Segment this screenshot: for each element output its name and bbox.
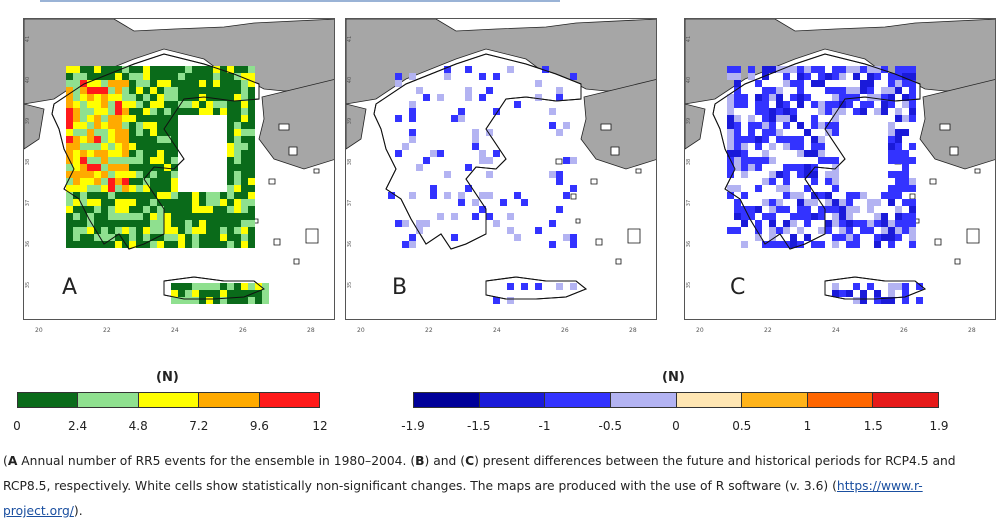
y-tick-label: 35: [686, 281, 693, 289]
legend-left-title: (N): [156, 370, 179, 385]
x-tick-label: 26: [239, 327, 247, 334]
colorbar-tick-label: -0.5: [598, 419, 622, 433]
y-tick-label: 36: [25, 240, 32, 248]
colorbar-swatch: [138, 393, 200, 407]
x-tick-label: 28: [968, 327, 976, 334]
colorbar-swatch: [742, 393, 808, 407]
colorbar-tick-label: 0.5: [732, 419, 752, 433]
cells-a: [51, 53, 320, 304]
x-tick-label: 28: [307, 327, 315, 334]
colorbar-swatch: [259, 393, 320, 407]
legend-left-colorbar: [17, 392, 320, 408]
caption-text-a: Annual number of RR5 events for the ense…: [17, 454, 416, 468]
map-panel-a: A: [23, 18, 335, 320]
x-tick-label: 26: [561, 327, 569, 334]
y-tick-label: 35: [25, 281, 32, 289]
y-tick-label: 39: [25, 117, 32, 125]
y-tick-label: 35: [347, 281, 354, 289]
map-c-graphic: [685, 19, 995, 304]
x-tick-label: 20: [357, 327, 365, 334]
colorbar-tick-label: -1: [538, 419, 551, 433]
colorbar-tick-label: -1.5: [467, 419, 491, 433]
y-tick-label: 40: [347, 76, 354, 84]
x-tick-label: 20: [696, 327, 704, 334]
figure-caption: (A Annual number of RR5 events for the e…: [3, 454, 956, 518]
colorbar-tick-label: 0: [13, 419, 21, 433]
colorbar-tick-label: 12: [312, 419, 328, 433]
y-tick-label: 36: [686, 240, 693, 248]
caption-text-rest: ) present differences between the future…: [3, 454, 956, 493]
caption-label-b: B: [415, 454, 425, 468]
panel-letter-c: C: [730, 275, 746, 300]
colorbar-tick-label: 7.2: [189, 419, 209, 433]
y-tick-label: 41: [25, 35, 32, 43]
colorbar-swatch: [545, 393, 611, 407]
colorbar-swatch: [479, 393, 546, 407]
colorbar-swatch: [78, 393, 139, 407]
colorbar-swatch: [414, 393, 480, 407]
y-tick-label: 38: [347, 158, 354, 166]
colorbar-tick-label: 1.9: [929, 419, 949, 433]
panel-letter-b: B: [392, 275, 408, 300]
y-tick-label: 39: [347, 117, 354, 125]
colorbar-tick-label: 0: [672, 419, 680, 433]
map-b-graphic: [346, 19, 656, 304]
y-tick-label: 41: [347, 35, 354, 43]
colorbar-tick-label: 2.4: [68, 419, 88, 433]
x-tick-label: 26: [900, 327, 908, 334]
y-tick-label: 40: [25, 76, 32, 84]
x-tick-label: 24: [171, 327, 179, 334]
colorbar-swatch: [807, 393, 874, 407]
cells-b: [373, 53, 642, 304]
colorbar-swatch: [199, 393, 260, 407]
caption-text-end: ).: [73, 504, 83, 518]
y-tick-label: 38: [686, 158, 693, 166]
colorbar-tick-label: 1.5: [863, 419, 883, 433]
x-tick-label: 22: [764, 327, 772, 334]
colorbar-swatch: [18, 393, 79, 407]
cells-c: [712, 53, 981, 304]
colorbar-swatch: [873, 393, 938, 407]
x-tick-label: 20: [35, 327, 43, 334]
y-tick-label: 37: [347, 199, 354, 207]
caption-label-c: C: [465, 454, 475, 468]
colorbar-swatch: [610, 393, 677, 407]
r-project-link[interactable]: https://www.r-project.org/: [3, 479, 923, 518]
map-panel-c: C: [684, 18, 996, 320]
y-tick-label: 36: [347, 240, 354, 248]
colorbar-tick-label: -1.9: [401, 419, 425, 433]
x-tick-label: 24: [493, 327, 501, 334]
y-tick-label: 38: [25, 158, 32, 166]
caption-text-mid: ) and (: [424, 454, 466, 468]
x-tick-label: 22: [103, 327, 111, 334]
caption-label-a: A: [7, 454, 18, 468]
map-panel-b: B: [345, 18, 657, 320]
legend-right-colorbar: [413, 392, 939, 408]
legend-right-title: (N): [662, 370, 685, 385]
y-tick-label: 39: [686, 117, 693, 125]
colorbar-tick-label: 4.8: [128, 419, 148, 433]
panel-letter-a: A: [62, 275, 78, 300]
x-tick-label: 22: [425, 327, 433, 334]
colorbar-tick-label: 1: [803, 419, 812, 433]
map-a-graphic: [24, 19, 334, 304]
colorbar-tick-label: 9.6: [249, 419, 269, 433]
colorbar-swatch: [676, 393, 743, 407]
top-link-underline: [40, 0, 560, 2]
y-tick-label: 37: [25, 199, 32, 207]
y-tick-label: 40: [686, 76, 693, 84]
y-tick-label: 37: [686, 199, 693, 207]
y-tick-label: 41: [686, 35, 693, 43]
x-tick-label: 28: [629, 327, 637, 334]
x-tick-label: 24: [832, 327, 840, 334]
